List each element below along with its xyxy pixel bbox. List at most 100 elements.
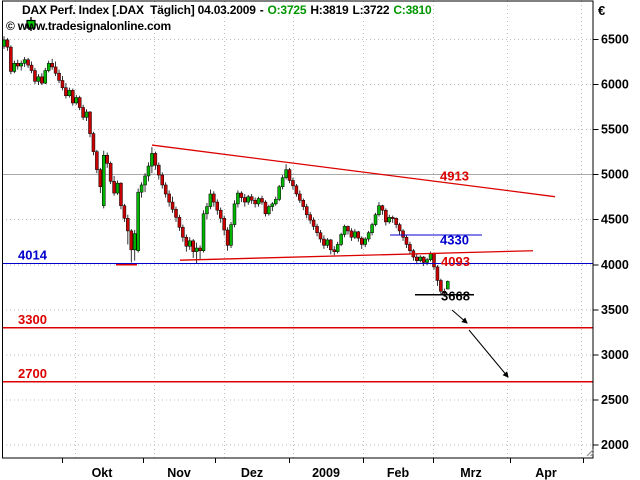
candle-down	[126, 218, 130, 232]
candle-down	[40, 76, 44, 84]
candle-down	[81, 107, 85, 118]
candle-down	[163, 184, 168, 195]
trendline-4093	[179, 250, 534, 261]
y-axis-label: 5000	[601, 168, 629, 182]
candle-down	[322, 238, 326, 246]
candle-up	[208, 193, 213, 207]
candle-down	[177, 217, 182, 228]
candle-down	[291, 180, 295, 187]
candle-down	[129, 230, 134, 251]
candle-down	[33, 70, 37, 82]
candle-up	[232, 203, 237, 225]
candle-up	[236, 192, 240, 205]
candle-down	[311, 219, 316, 227]
candle-down	[415, 256, 419, 261]
candle-up	[19, 63, 23, 67]
candle-down	[198, 247, 202, 251]
candle-down	[263, 201, 268, 215]
candle-down	[356, 231, 361, 239]
y-axis-label: 4500	[601, 213, 629, 227]
candle-down	[57, 72, 61, 81]
candle-up	[370, 224, 374, 233]
candle-down	[5, 39, 10, 48]
candle-down	[332, 249, 336, 252]
candle-down	[181, 227, 185, 238]
candle-down	[16, 63, 20, 67]
chart-border	[2, 0, 594, 459]
candle-down	[308, 214, 312, 221]
candle-up	[353, 231, 357, 238]
candle-up	[12, 63, 17, 72]
candle-down	[253, 200, 257, 205]
candle-down	[50, 63, 54, 68]
open-value: O:3725	[267, 3, 307, 17]
candle-down	[318, 232, 323, 240]
candle-down	[360, 237, 364, 245]
candle-up	[115, 182, 120, 194]
candle-up	[446, 281, 450, 290]
candle-up	[146, 165, 151, 177]
candle-down	[225, 229, 230, 246]
trendline-label-4093: 4093	[441, 254, 470, 269]
y-axis-label: 4000	[601, 258, 629, 272]
candle-up	[418, 256, 422, 261]
candle-up	[246, 196, 250, 203]
candle-down	[122, 205, 127, 219]
level-label-4014: 4014	[18, 247, 48, 262]
candle-up	[342, 226, 347, 235]
candle-up	[284, 169, 288, 179]
candle-down	[384, 209, 388, 223]
trendline-4913	[151, 144, 556, 198]
candle-down	[294, 185, 299, 195]
level-label-4330: 4330	[440, 233, 469, 248]
candle-down	[442, 291, 447, 294]
candle-down	[439, 280, 443, 292]
candle-up	[325, 239, 330, 246]
candle-down	[301, 200, 306, 207]
candle-down	[315, 226, 319, 233]
candle-down	[421, 256, 426, 263]
x-axis-label: Feb	[387, 466, 410, 480]
candle-up	[428, 253, 433, 260]
resize-grip-line[interactable]	[586, 449, 594, 457]
candle-up	[425, 259, 429, 263]
candle-down	[408, 244, 412, 251]
candle-down	[112, 181, 116, 194]
candle-down	[91, 133, 96, 152]
trendline-label-4913: 4913	[440, 168, 469, 183]
x-axis-label: Dez	[241, 466, 263, 480]
candle-up	[150, 153, 154, 167]
candle-up	[277, 186, 281, 200]
candle-up	[274, 199, 278, 205]
candle-down	[77, 97, 82, 108]
candle-up	[132, 233, 137, 251]
projection-arrow-1	[451, 309, 468, 324]
candle-up	[335, 244, 340, 252]
candle-down	[239, 192, 244, 198]
candle-up	[188, 240, 192, 247]
candle-up	[373, 214, 378, 225]
candle-down	[157, 164, 161, 176]
title-separator: -	[259, 3, 264, 17]
low-value: L:3722	[352, 3, 390, 17]
candle-down	[9, 46, 13, 72]
candle-down	[105, 154, 109, 164]
candle-up	[280, 177, 285, 188]
candle-up	[36, 76, 41, 82]
candle-down	[153, 153, 158, 166]
resize-grip-line[interactable]	[590, 452, 594, 457]
x-axis-label: Apr	[535, 466, 557, 480]
candle-down	[212, 193, 216, 203]
candle-up	[84, 111, 89, 118]
resize-grip-icon[interactable]	[586, 449, 594, 457]
candle-up	[136, 191, 140, 251]
copyright-notice: © www.tradesignalonline.com	[6, 19, 172, 33]
level-label-3300: 3300	[18, 312, 47, 327]
candle-up	[366, 232, 371, 240]
candle-down	[64, 87, 68, 97]
candle-down	[390, 217, 395, 219]
candle-down	[191, 240, 195, 252]
candle-up	[74, 97, 78, 104]
